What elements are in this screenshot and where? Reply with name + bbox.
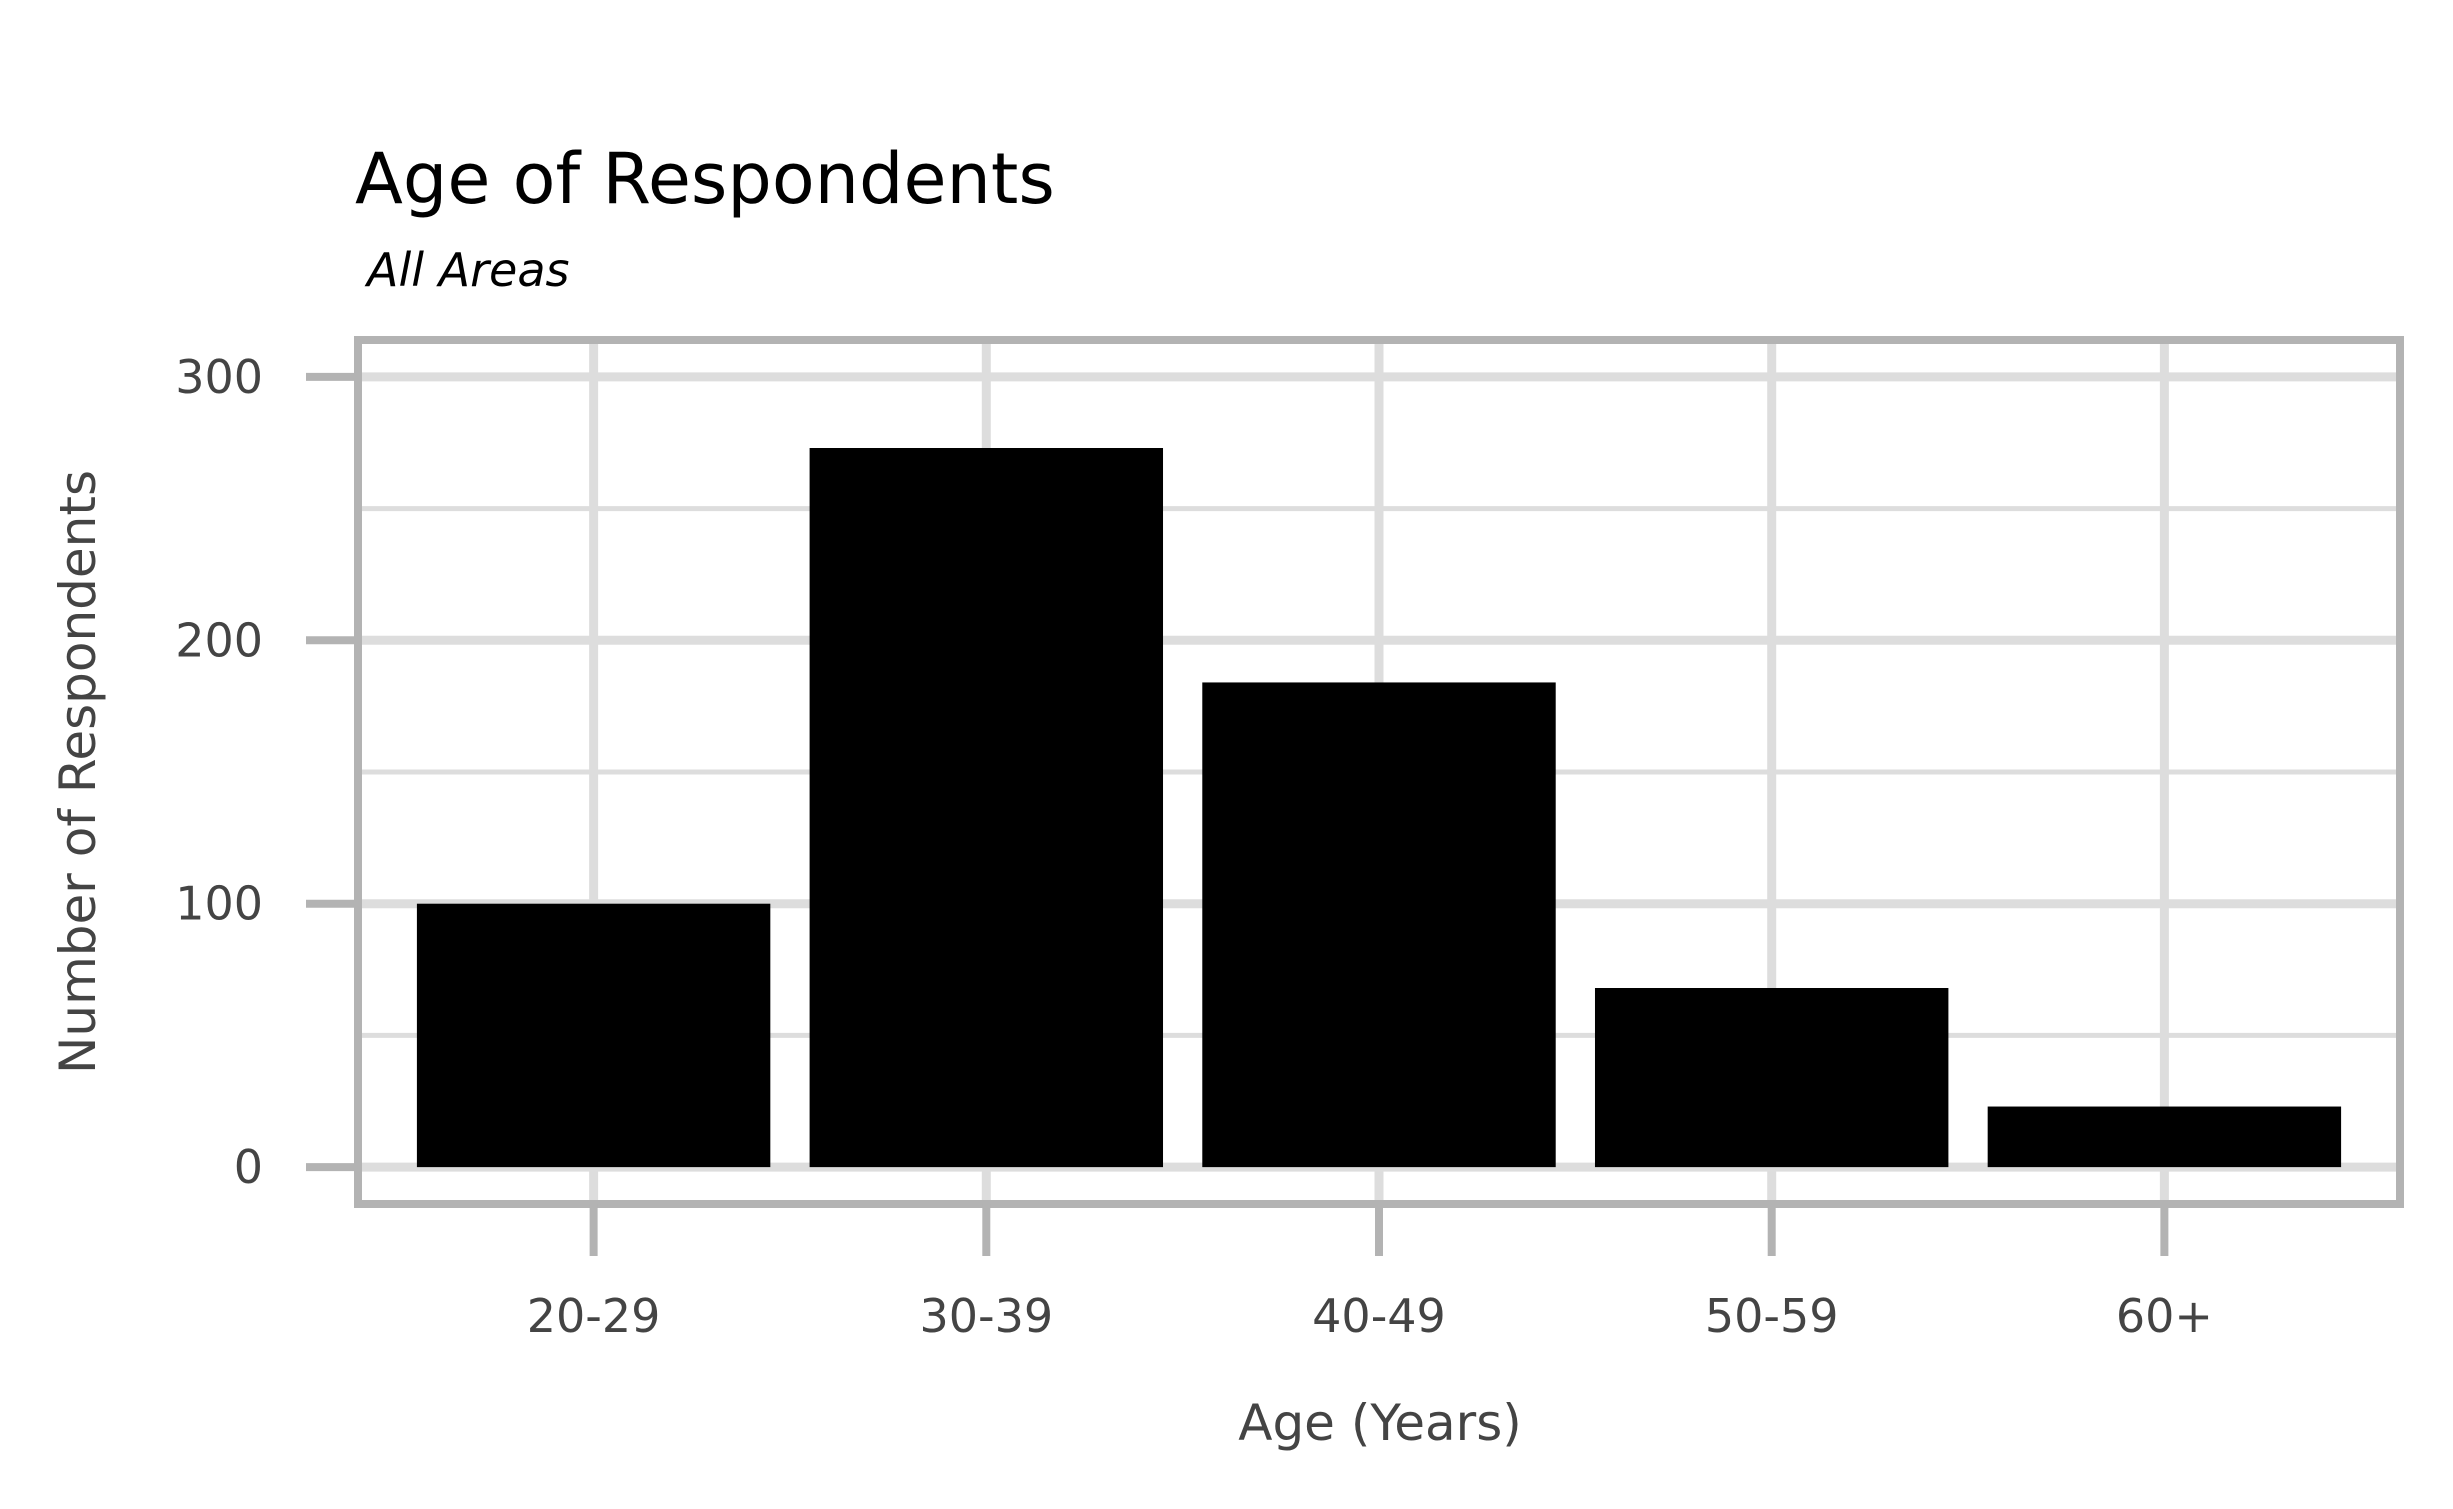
y-tick-label: 200	[175, 613, 263, 667]
x-tick-label: 20-29	[527, 1289, 661, 1343]
y-tick-label: 100	[175, 877, 263, 931]
x-tick-label: 30-39	[919, 1289, 1053, 1343]
x-tick-label: 60+	[2116, 1289, 2213, 1343]
bar-50-59	[1594, 988, 1949, 1168]
x-tick-label: 50-59	[1705, 1289, 1839, 1343]
axis-ticks: 0 100 200 300 20-29 30-39 40-49 50-59 60+	[175, 350, 2213, 1343]
y-tick-label: 0	[234, 1140, 263, 1194]
y-axis-title: Number of Respondents	[49, 470, 107, 1074]
x-axis-title: Age (Years)	[1238, 1394, 1522, 1452]
bar-30-39	[809, 448, 1164, 1168]
y-tick-label: 300	[175, 350, 263, 404]
chart-title: Age of Respondents	[355, 138, 1055, 220]
bar-40-49	[1202, 682, 1556, 1168]
chart-subtitle: All Areas	[364, 243, 570, 297]
x-tick-label: 40-49	[1312, 1289, 1446, 1343]
bar-60+	[1987, 1106, 2342, 1168]
bars	[416, 448, 2342, 1168]
bar-20-29	[416, 903, 771, 1168]
